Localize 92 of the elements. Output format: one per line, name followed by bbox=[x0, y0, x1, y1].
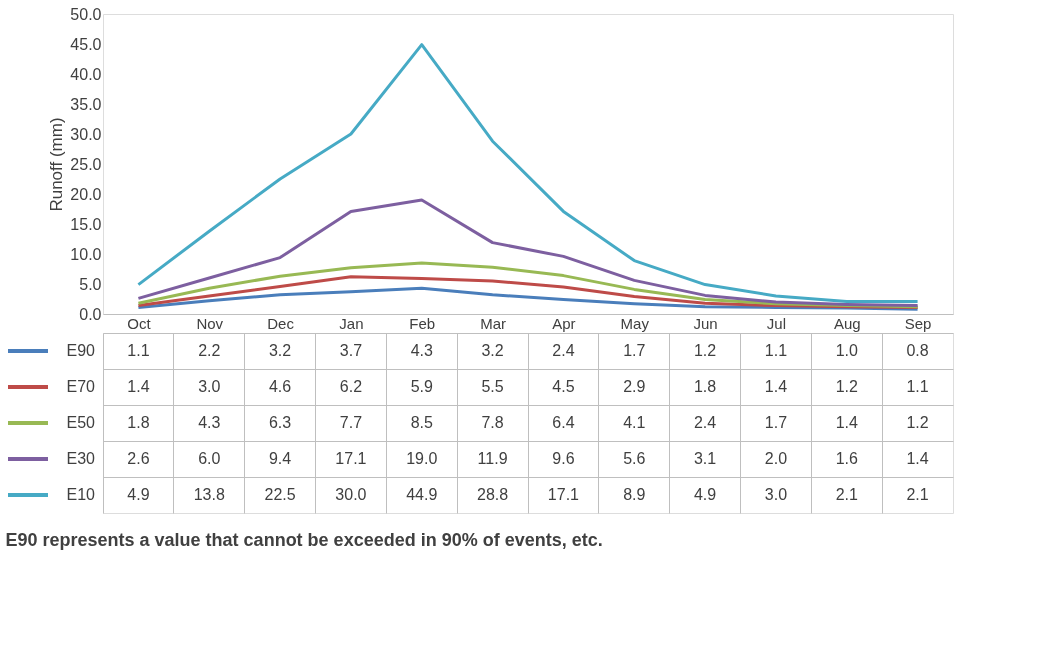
data-label: 1.1 bbox=[127, 342, 150, 359]
data-label: 1.4 bbox=[835, 414, 858, 431]
text: E90 represents a value that cannot be exceeded in 90% of events, etc. bbox=[5, 529, 603, 550]
data-label: 3.0 bbox=[198, 378, 221, 395]
x-tick-label: Aug bbox=[833, 314, 861, 332]
data-label: 44.9 bbox=[406, 486, 438, 503]
x-tick-label: Sep bbox=[904, 314, 932, 332]
x-tick-label: Apr bbox=[552, 314, 576, 332]
data-label: 1.1 bbox=[906, 378, 929, 395]
data-label: 1.0 bbox=[835, 342, 858, 359]
data-label: 17.1 bbox=[547, 486, 580, 503]
x-tick-label: Mar bbox=[480, 314, 507, 332]
x-tick-label: Jan bbox=[339, 314, 364, 332]
data-label: 9.6 bbox=[552, 450, 575, 467]
data-label: 2.4 bbox=[693, 414, 717, 431]
data-label: 1.6 bbox=[835, 450, 858, 467]
data-label: 3.2 bbox=[481, 342, 504, 359]
legend-label: E10 bbox=[66, 486, 96, 503]
data-label: 3.7 bbox=[339, 342, 363, 359]
data-label: 1.8 bbox=[693, 378, 717, 395]
y-tick-label: 15.0 bbox=[70, 215, 102, 233]
data-label: 2.9 bbox=[623, 378, 646, 395]
line-series bbox=[136, 43, 920, 303]
y-tick-label: 50.0 bbox=[70, 5, 102, 23]
legend-label: E50 bbox=[66, 414, 96, 431]
data-label: 5.5 bbox=[481, 378, 504, 395]
data-label: 1.7 bbox=[623, 342, 646, 359]
legend-label: E70 bbox=[66, 378, 96, 395]
data-label: 13.8 bbox=[193, 486, 225, 503]
data-label: 4.9 bbox=[693, 486, 717, 503]
legend-label: E30 bbox=[66, 450, 96, 467]
data-label: 1.8 bbox=[127, 414, 150, 431]
data-label: 2.6 bbox=[127, 450, 150, 467]
data-label: 19.0 bbox=[406, 450, 438, 467]
data-label: 2.0 bbox=[764, 450, 788, 467]
x-tick-label: Feb bbox=[409, 314, 436, 332]
x-tick-label: Dec bbox=[267, 314, 295, 332]
y-tick-label: 5.0 bbox=[79, 275, 102, 293]
x-tick-label: Oct bbox=[127, 314, 152, 332]
data-label: 1.2 bbox=[835, 378, 858, 395]
y-tick-label: 10.0 bbox=[70, 245, 102, 263]
data-label: 4.5 bbox=[552, 378, 575, 395]
line-series bbox=[136, 198, 920, 308]
data-label: 28.8 bbox=[477, 486, 509, 503]
y-axis-title: Runoff (mm) bbox=[47, 117, 67, 212]
data-label: 6.4 bbox=[552, 414, 575, 431]
data-label: 1.4 bbox=[764, 378, 788, 395]
y-tick-label: 35.0 bbox=[70, 95, 102, 113]
data-label: 2.2 bbox=[198, 342, 221, 359]
y-tick-label: 0.0 bbox=[79, 305, 102, 323]
data-label: 1.4 bbox=[906, 450, 929, 467]
legend-label: E90 bbox=[66, 342, 96, 359]
data-label: 8.9 bbox=[623, 486, 646, 503]
data-label: 11.9 bbox=[477, 450, 508, 467]
data-label: 1.7 bbox=[764, 414, 788, 431]
data-label: 5.9 bbox=[410, 378, 433, 395]
y-tick-label: 40.0 bbox=[70, 65, 102, 83]
data-label: 1.2 bbox=[906, 414, 929, 431]
data-label: 0.8 bbox=[906, 342, 929, 359]
data-label: 7.7 bbox=[339, 414, 363, 431]
x-tick-label: Jun bbox=[693, 314, 718, 332]
data-label: 5.6 bbox=[623, 450, 646, 467]
x-tick-label: Jul bbox=[766, 314, 787, 332]
data-label: 30.0 bbox=[335, 486, 367, 503]
data-label: 9.4 bbox=[268, 450, 292, 467]
data-label: 2.1 bbox=[835, 486, 858, 503]
data-label: 6.3 bbox=[268, 414, 292, 431]
data-label: 1.2 bbox=[693, 342, 717, 359]
data-label: 1.4 bbox=[127, 378, 150, 395]
data-label: 1.1 bbox=[764, 342, 788, 359]
data-label: 6.2 bbox=[339, 378, 363, 395]
data-label: 4.1 bbox=[623, 414, 646, 431]
data-label: 22.5 bbox=[264, 486, 296, 503]
data-label: 4.3 bbox=[198, 414, 221, 431]
data-label: 3.0 bbox=[764, 486, 788, 503]
y-tick-label: 30.0 bbox=[70, 125, 102, 143]
data-label: 4.9 bbox=[127, 486, 150, 503]
data-label: 7.8 bbox=[481, 414, 504, 431]
y-tick-label: 25.0 bbox=[70, 155, 102, 173]
y-tick-label: 45.0 bbox=[70, 35, 102, 53]
data-label: 2.4 bbox=[552, 342, 575, 359]
data-label: 2.1 bbox=[906, 486, 929, 503]
data-label: 6.0 bbox=[198, 450, 221, 467]
x-tick-label: Nov bbox=[196, 314, 224, 332]
x-tick-label: May bbox=[620, 314, 650, 332]
data-label: 3.1 bbox=[693, 450, 717, 467]
y-tick-label: 20.0 bbox=[70, 185, 102, 203]
data-label: 8.5 bbox=[410, 414, 433, 431]
data-label: 4.6 bbox=[268, 378, 292, 395]
data-label: 4.3 bbox=[410, 342, 433, 359]
data-label: 3.2 bbox=[268, 342, 292, 359]
data-label: 17.1 bbox=[335, 450, 367, 467]
